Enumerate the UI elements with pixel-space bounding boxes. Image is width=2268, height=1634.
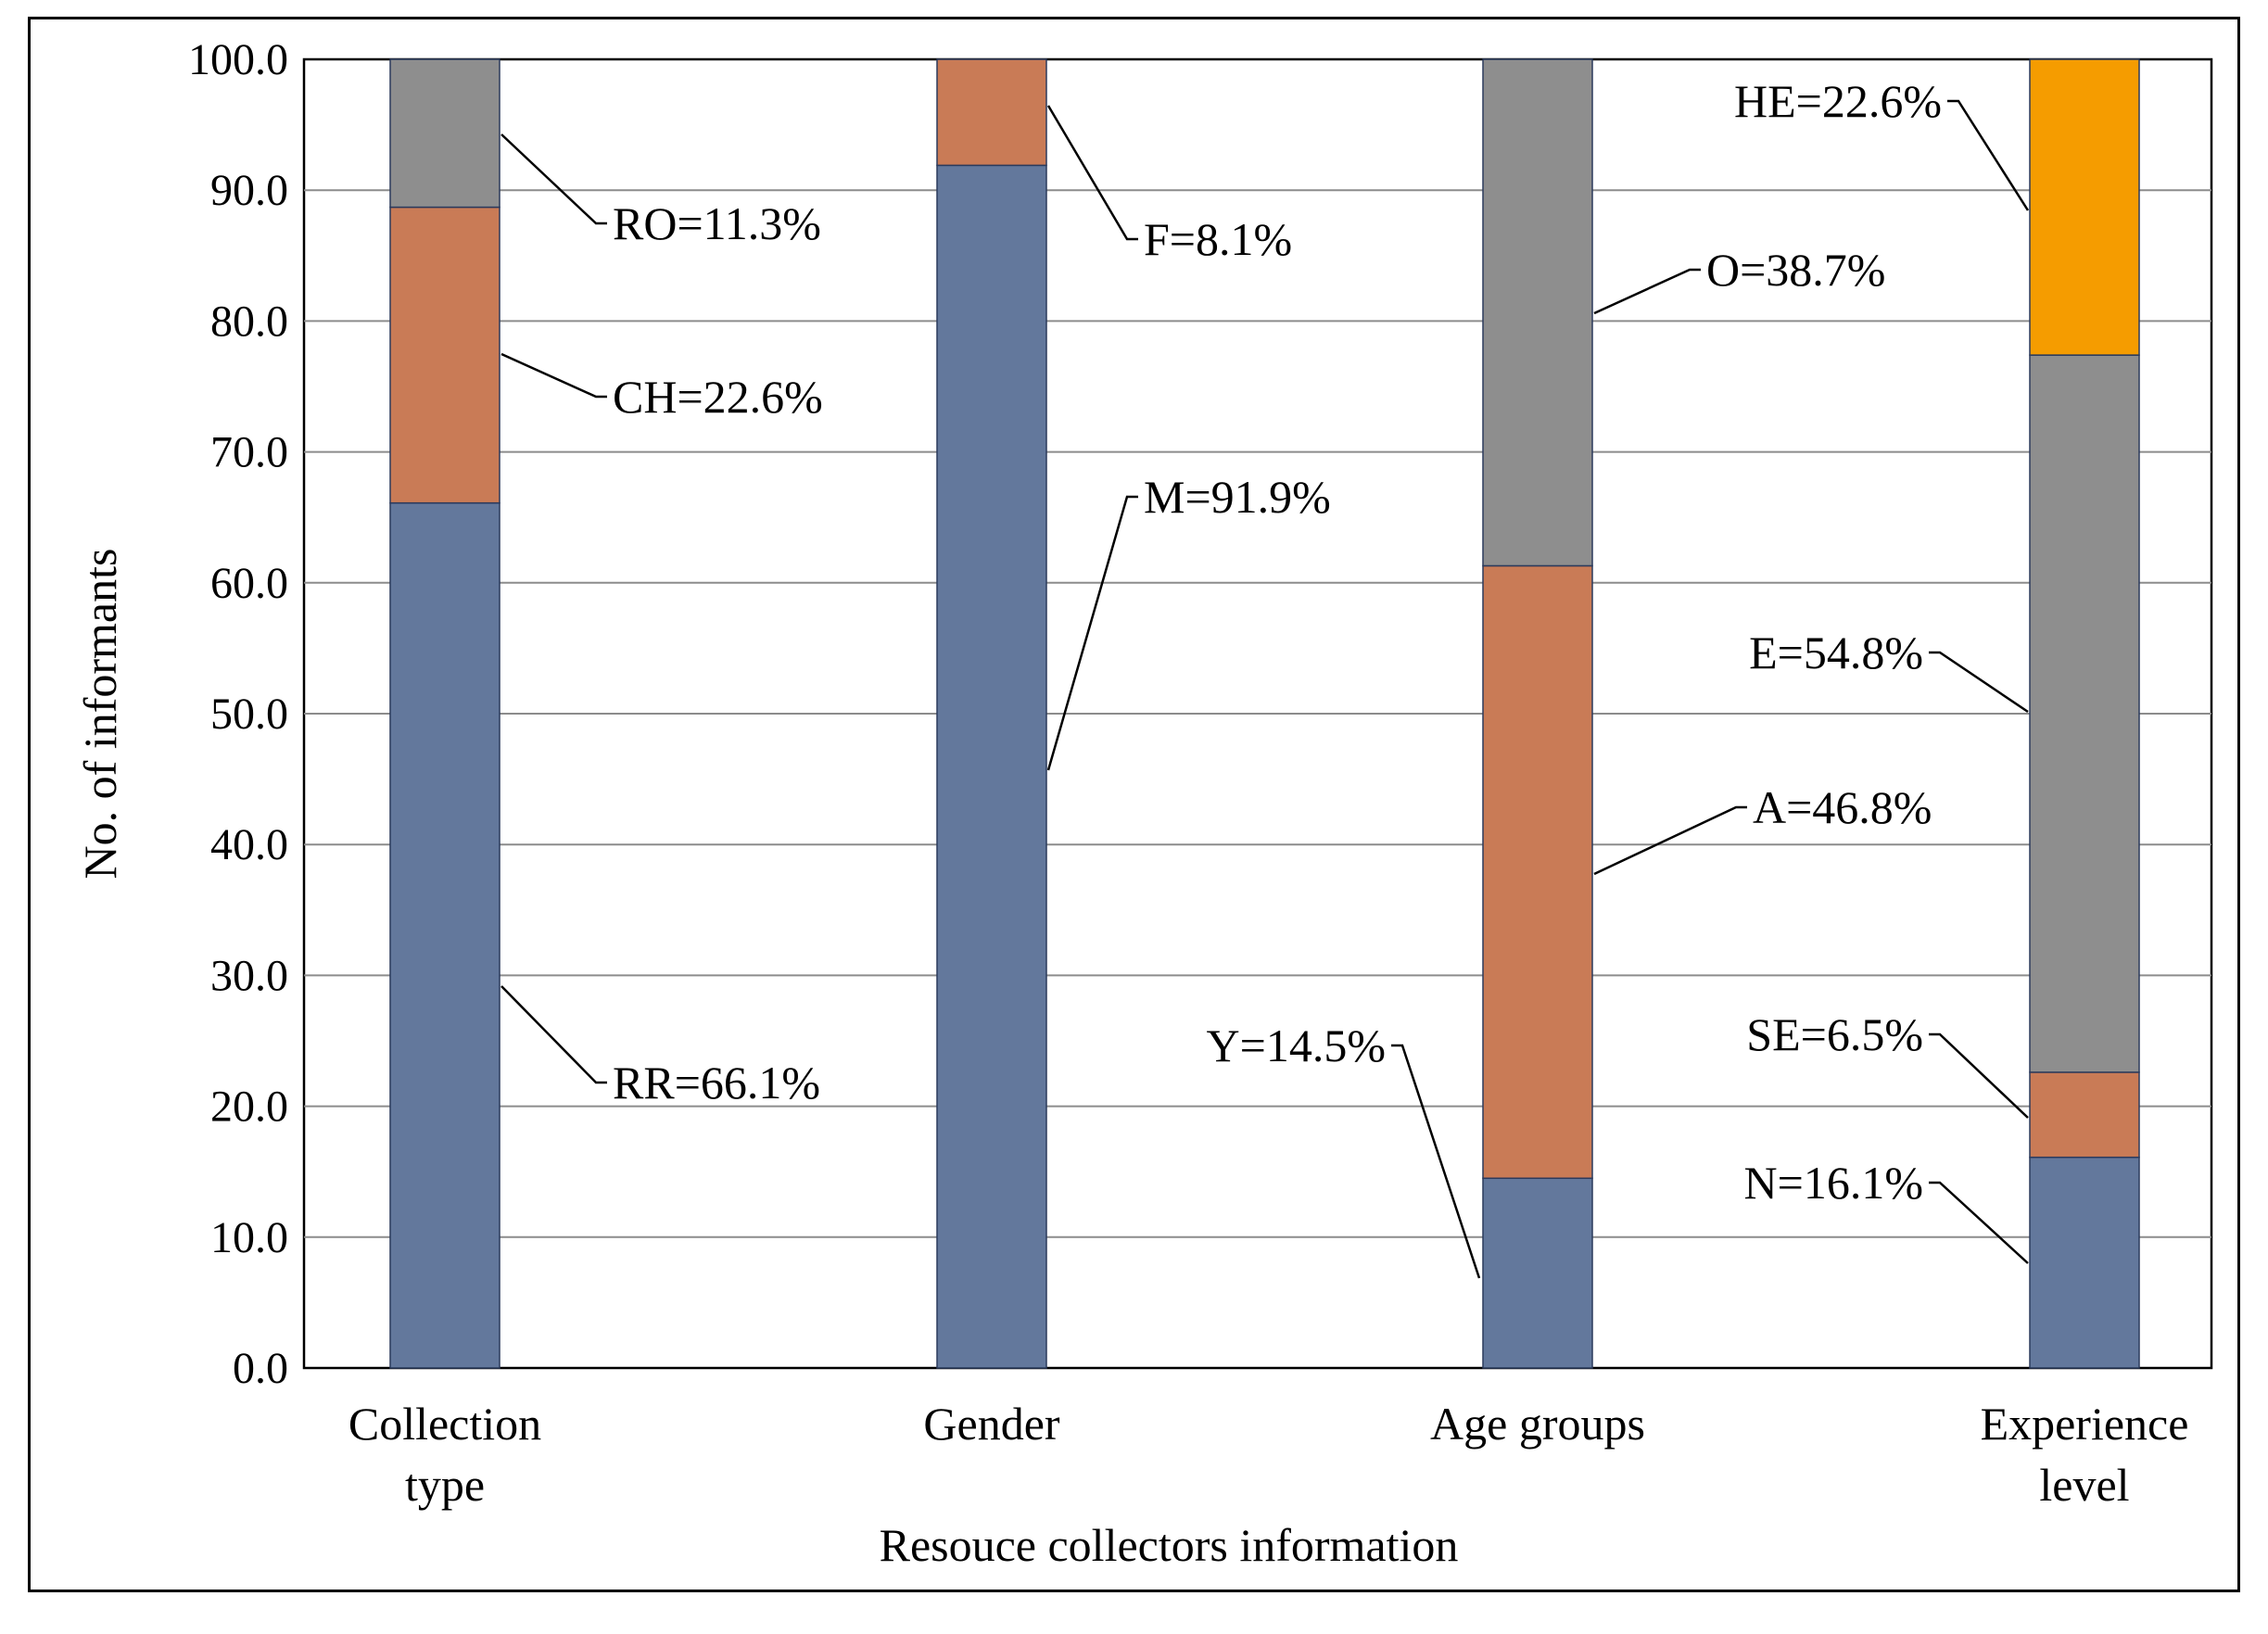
y-tick-label: 10.0: [210, 1213, 288, 1262]
leader-line-n: [1929, 1181, 2029, 1264]
bar-segment-n: [2029, 1156, 2140, 1369]
leader-line-ro: [500, 133, 607, 225]
data-label-se: SE=6.5%: [1746, 1008, 1923, 1060]
leader-line-y: [1391, 1044, 1481, 1279]
x-axis-title: Resouce collectors information: [880, 1519, 1459, 1571]
leader-line-m: [1046, 495, 1138, 771]
category-label: Age groups: [1430, 1398, 1645, 1450]
chart-frame: 0.0 10.0 20.0 30.0 40.0 50.0 60.0 70.0 80.0 90.0 1…: [28, 17, 2240, 1592]
leader-line-f: [1046, 105, 1138, 241]
data-label-f: F=8.1%: [1144, 213, 1292, 265]
bar-segment-ch: [389, 206, 500, 504]
data-label-e: E=54.8%: [1749, 627, 1923, 678]
category-label: Gender: [923, 1398, 1059, 1450]
bar-segment-y: [1482, 1177, 1593, 1369]
bar-segment-m: [936, 164, 1047, 1369]
category-label: Collection: [348, 1398, 541, 1450]
data-label-m: M=91.9%: [1144, 471, 1331, 523]
y-tick-label: 80.0: [210, 297, 288, 346]
bar-segment-f: [936, 58, 1047, 167]
data-label-a: A=46.8%: [1753, 781, 1932, 833]
y-tick-label: 50.0: [210, 690, 288, 739]
leader-line-he: [1947, 99, 2030, 211]
data-label-o: O=38.7%: [1706, 244, 1885, 296]
y-tick-label: 40.0: [210, 820, 288, 869]
y-tick-label: 60.0: [210, 559, 288, 608]
y-tick-label: 30.0: [210, 951, 288, 1000]
data-label-ro: RO=11.3%: [613, 197, 821, 249]
data-label-n: N=16.1%: [1744, 1157, 1923, 1209]
bar-segment-a: [1482, 564, 1593, 1180]
bar-segment-he: [2029, 58, 2140, 356]
leader-line-rr: [500, 985, 607, 1084]
stacked-bar-chart: 0.0 10.0 20.0 30.0 40.0 50.0 60.0 70.0 80.0 90.0 1…: [74, 35, 2213, 1571]
y-tick-label: 70.0: [210, 428, 288, 477]
category-label-line2: type: [405, 1459, 485, 1511]
category-label: Experience: [1981, 1398, 2189, 1450]
leader-line-ch: [500, 352, 607, 399]
y-tick-label: 100.0: [188, 35, 288, 84]
leader-line-e: [1929, 651, 2029, 714]
data-label-y: Y=14.5%: [1207, 1020, 1386, 1071]
y-tick-label: 20.0: [210, 1083, 288, 1132]
bar-segment-se: [2029, 1071, 2140, 1159]
data-label-rr: RR=66.1%: [613, 1057, 820, 1108]
bar-segment-e: [2029, 354, 2140, 1073]
data-label-he: HE=22.6%: [1734, 75, 1942, 127]
y-tick-label: 90.0: [210, 166, 288, 215]
leader-line-a: [1593, 805, 1747, 876]
leader-line-o: [1593, 268, 1701, 315]
category-label-line2: level: [2039, 1459, 2129, 1511]
leader-line-se: [1929, 1032, 2029, 1119]
bar-segment-o: [1482, 58, 1593, 567]
bar-segment-rr: [389, 501, 500, 1369]
y-axis-title: No. of informants: [74, 549, 126, 880]
y-tick-label: 0.0: [233, 1344, 288, 1393]
bar-segment-ro: [389, 58, 500, 209]
data-label-ch: CH=22.6%: [613, 371, 823, 423]
